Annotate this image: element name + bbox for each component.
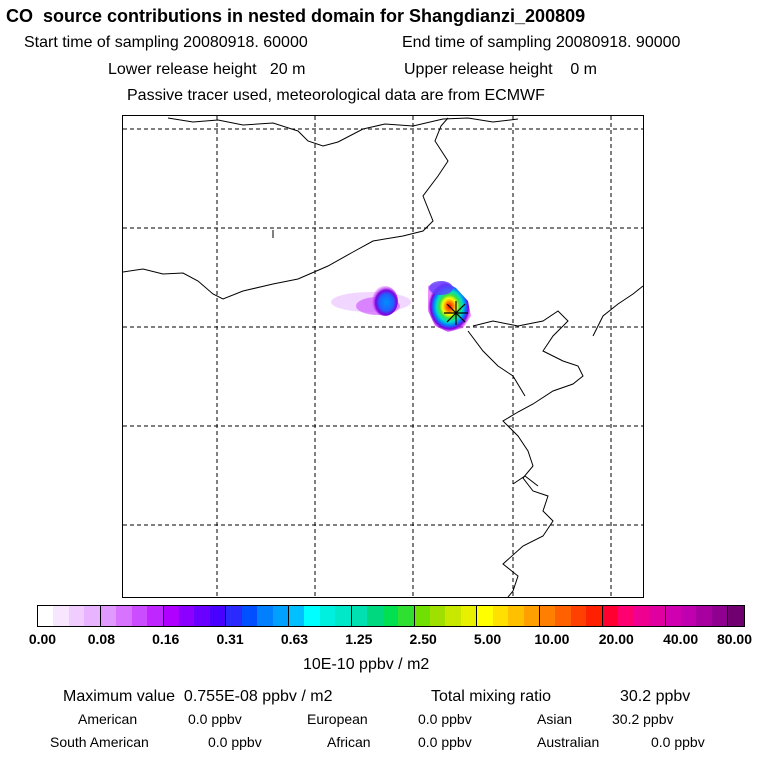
end-time-label: End time of sampling 20080918. 90000 [402, 34, 681, 51]
colorbar-swatch [414, 606, 430, 626]
colorbar-swatch [367, 606, 383, 626]
colorbar-swatch [492, 606, 509, 626]
colorbar-swatch [398, 606, 415, 626]
region-name: African [327, 734, 371, 750]
colorbar-tick-label: 2.50 [409, 631, 437, 647]
colorbar-tick-label: 5.00 [473, 631, 502, 647]
colorbar-swatch [570, 606, 587, 626]
colorbar-swatch [194, 606, 210, 626]
colorbar-tick-label: 80.00 [716, 631, 753, 647]
start-time-label: Start time of sampling 20080918. 60000 [24, 34, 308, 51]
colorbar-swatch [555, 606, 571, 626]
colorbar-swatch [445, 606, 461, 626]
colorbar-tick-label: 20.00 [598, 631, 634, 647]
region-value: 0.0 ppbv [418, 734, 472, 750]
colorbar-tick-label: 0.08 [87, 631, 115, 647]
colorbar-tick-label: 40.00 [663, 631, 699, 647]
colorbar-swatch [84, 606, 101, 626]
colorbar-swatch [53, 606, 69, 626]
tracer-note: Passive tracer used, meteorological data… [127, 87, 545, 104]
total-mixing-label: Total mixing ratio [431, 688, 552, 705]
region-value: 0.0 ppbv [418, 711, 472, 727]
map-canvas [123, 116, 643, 597]
colorbar-swatch [649, 606, 666, 626]
region-value: 0.0 ppbv [188, 711, 242, 727]
colorbar-swatch [540, 606, 556, 626]
colorbar [37, 605, 745, 627]
region-name: European [307, 711, 368, 727]
colorbar-tick-label: 0.31 [216, 631, 244, 647]
total-mixing-value: 30.2 ppbv [620, 688, 691, 705]
region-name: American [78, 711, 138, 727]
boundary-lines [123, 117, 643, 597]
colorbar-swatch [711, 606, 729, 626]
colorbar-swatch [460, 606, 478, 626]
colorbar-swatch [633, 606, 650, 626]
upper-release-height: Upper release height 0 m [404, 61, 597, 78]
colorbar-swatch [351, 606, 368, 626]
region-name: Australian [537, 734, 600, 750]
colorbar-swatch [586, 606, 603, 626]
colorbar-swatch [131, 606, 148, 626]
colorbar-swatch [68, 606, 85, 626]
colorbar-swatch [257, 606, 273, 626]
colorbar-tick-label: 1.25 [345, 631, 373, 647]
colorbar-swatch [38, 606, 54, 626]
grid-lines [123, 116, 643, 597]
colorbar-tick-label: 10.00 [534, 631, 570, 647]
region-name: South American [50, 734, 149, 750]
map-panel [122, 115, 644, 598]
colorbar-swatch [116, 606, 132, 626]
region-value: 0.0 ppbv [651, 734, 705, 750]
colorbar-swatch [477, 606, 493, 626]
colorbar-swatch [289, 606, 305, 626]
colorbar-swatch [147, 606, 164, 626]
colorbar-swatch [665, 606, 681, 626]
colorbar-swatch [618, 606, 634, 626]
colorbar-swatch [429, 606, 446, 626]
colorbar-swatch [272, 606, 289, 626]
colorbar-swatch [602, 606, 619, 626]
colorbar-swatch [728, 606, 744, 626]
colorbar-tick-label: 0.16 [152, 631, 180, 647]
region-value: 0.0 ppbv [208, 734, 262, 750]
colorbar-swatch [335, 606, 352, 626]
colorbar-swatch [382, 606, 399, 626]
colorbar-tick-label: 0.00 [28, 631, 57, 647]
plot-title: CO source contributions in nested domain… [6, 6, 586, 26]
colorbar-swatch [209, 606, 227, 626]
colorbar-swatch [319, 606, 336, 626]
colorbar-swatch [226, 606, 242, 626]
region-name: Asian [537, 711, 573, 727]
colorbar-swatch [163, 606, 179, 626]
colorbar-swatch [178, 606, 195, 626]
colorbar-swatch [523, 606, 540, 626]
concentration-plume [331, 281, 471, 332]
colorbar-swatch [508, 606, 524, 626]
max-value-label: Maximum value 0.755E-08 ppbv / m2 [63, 688, 333, 705]
region-value: 30.2 ppbv [612, 711, 674, 727]
colorbar-tick-label: 0.63 [280, 631, 309, 647]
receptor-star-icon [444, 301, 468, 325]
colorbar-swatch [100, 606, 117, 626]
colorbar-unit: 10E-10 ppbv / m2 [303, 656, 430, 673]
colorbar-swatch [680, 606, 697, 626]
colorbar-swatch [241, 606, 258, 626]
colorbar-swatch [304, 606, 320, 626]
lower-release-height: Lower release height 20 m [108, 61, 306, 78]
colorbar-swatch [696, 606, 712, 626]
